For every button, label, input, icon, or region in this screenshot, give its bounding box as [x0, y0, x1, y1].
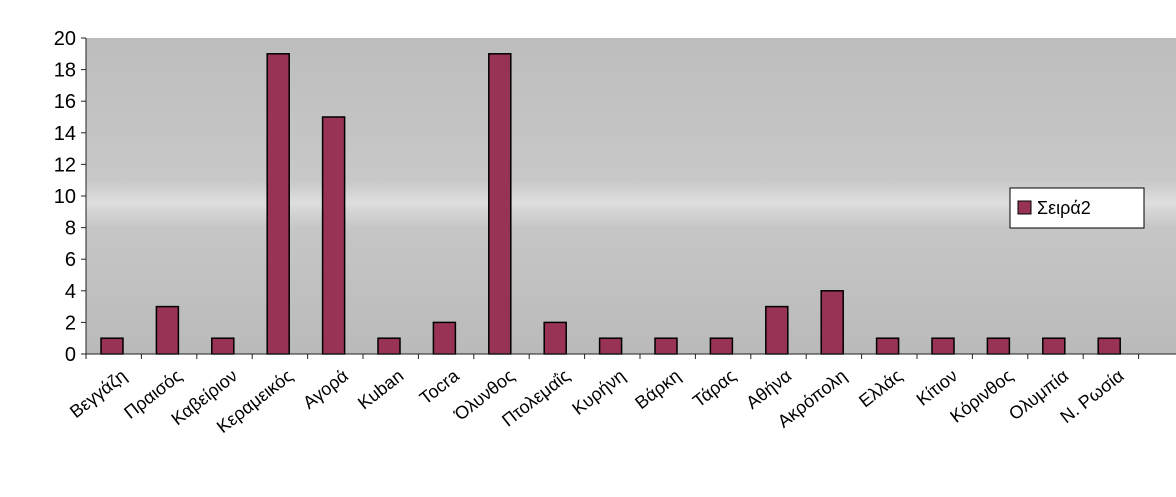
x-tick-label: Tocra: [416, 365, 464, 408]
y-tick-label: 18: [54, 60, 76, 82]
legend-box: [1009, 187, 1145, 229]
legend-swatch: [1017, 200, 1032, 215]
bar-4: [266, 53, 290, 355]
bar-5: [321, 116, 346, 355]
x-tick-label: Αγορά: [299, 365, 352, 412]
bar-15: [875, 337, 900, 355]
y-tick-label: 8: [65, 218, 76, 240]
x-tick-label: Βάρκη: [631, 365, 684, 413]
x-tick-label: Κόρινθος: [946, 365, 1017, 426]
bar-7: [432, 321, 457, 355]
bar-12: [709, 337, 734, 355]
bar-11: [654, 337, 678, 355]
bar-19: [1097, 337, 1121, 355]
x-tick-label: Βεγγάζη: [66, 365, 130, 421]
y-tick-label: 10: [54, 186, 76, 208]
bar-1: [100, 337, 124, 355]
y-ticks-layer: 0 2 4 6 8 10 12 14 16 18 20: [54, 28, 86, 366]
x-tick-label: Ελλάς: [855, 365, 906, 411]
x-tick-label: Τάρας: [689, 365, 740, 411]
y-tick-label: 12: [54, 154, 76, 176]
y-tick-label: 20: [54, 28, 76, 50]
x-tick-label: Kuban: [354, 365, 407, 413]
bar-3: [211, 337, 235, 355]
y-tick-label: 6: [65, 249, 76, 271]
bar-2: [155, 305, 180, 355]
y-tick-label: 16: [54, 91, 76, 113]
bar-9: [543, 321, 567, 355]
x-tick-label: Κυρήνη: [568, 365, 628, 418]
bars-layer: [100, 53, 1121, 355]
bar-17: [986, 337, 1011, 355]
bar-10: [598, 337, 623, 355]
y-tick-label: 14: [54, 123, 76, 145]
bar-6: [377, 337, 401, 355]
y-tick-label: 4: [65, 281, 76, 303]
x-tick-label: Ν. Ρωσία: [1056, 365, 1127, 427]
bar-13: [765, 305, 789, 355]
y-tick-label: 2: [65, 312, 76, 334]
y-tick-label: 0: [65, 344, 76, 366]
legend: Σειρά2: [1009, 187, 1145, 229]
bar-18: [1042, 337, 1066, 355]
bar-16: [931, 337, 955, 355]
bar-8: [488, 53, 512, 355]
x-tick-label: Κίτιον: [913, 365, 962, 409]
legend-label: Σειρά2: [1037, 198, 1091, 218]
bar-14: [820, 290, 844, 355]
